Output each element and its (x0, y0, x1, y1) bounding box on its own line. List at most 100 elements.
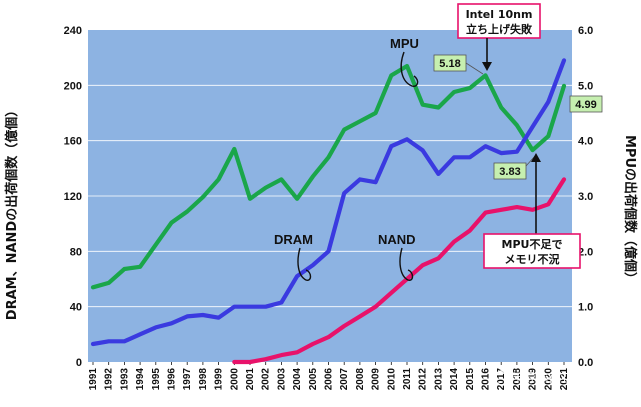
x-tick-label: 2004 (292, 368, 303, 391)
left-tick-label: 120 (64, 191, 82, 203)
x-tick-label: 1998 (198, 368, 209, 391)
x-tick-label: 2016 (481, 368, 492, 391)
intel-callout: Intel 10nm 立ち上げ失敗 (457, 3, 541, 71)
mpu-data-point (296, 198, 298, 200)
dram-data-point (139, 333, 141, 335)
x-tick-label: 2020 (543, 368, 554, 391)
mpu-data-point (265, 187, 267, 189)
x-tick-label: 2011 (402, 368, 413, 390)
left-tick-label: 80 (70, 246, 82, 258)
x-tick-label: 1995 (151, 368, 162, 391)
dram-series-label: DRAM (274, 232, 313, 247)
nand-data-point (547, 203, 549, 205)
mpu-data-point (92, 286, 94, 288)
dram-data-point (186, 315, 188, 317)
nand-data-point (422, 264, 424, 266)
shortage-callout-line1: MPU不足で (502, 238, 563, 251)
mpu-data-point (359, 120, 361, 122)
mpu-data-point (484, 74, 487, 76)
x-tick-label: 2019 (528, 368, 539, 391)
mpu-data-point (218, 178, 220, 180)
x-tick-label: 1993 (119, 368, 130, 391)
dram-data-point (108, 340, 110, 342)
left-axis-ticks: 0 40 80 120 160 200 240 (64, 25, 82, 369)
x-tick-label: 2007 (339, 368, 350, 391)
mpu-data-point (186, 210, 188, 213)
mpu-data-point (233, 148, 235, 150)
mpu-data-point (547, 135, 549, 137)
x-tick-label: 2021 (559, 368, 570, 391)
mpu-data-point (437, 106, 439, 109)
right-axis-ticks: 0.0 1.0 2.0 3.0 4.0 5.0 6.0 (578, 25, 593, 369)
nand-series-label-group: NAND (378, 232, 416, 281)
nand-data-point (532, 209, 534, 211)
nand-data-point (563, 178, 565, 180)
nand-data-point (265, 358, 267, 360)
dram-data-point (265, 306, 267, 308)
dram-data-point (170, 322, 173, 324)
nand-data-point (484, 212, 487, 214)
nand-data-point (296, 351, 298, 353)
dram-data-point (422, 149, 424, 151)
dram-data-point (375, 181, 377, 183)
dram-label-pointer (297, 247, 312, 281)
value-label-4-99: 4.99 (569, 95, 603, 113)
x-tick-label: 2010 (386, 368, 397, 391)
right-tick-label: 3.0 (578, 191, 593, 203)
mpu-data-point (343, 129, 345, 131)
mpu-series-label-group: MPU (390, 36, 419, 88)
mpu-series-label: MPU (390, 36, 419, 51)
left-tick-label: 240 (64, 25, 82, 37)
nand-data-point (375, 306, 377, 308)
nand-label-pointer (399, 247, 414, 281)
value-label-text: 5.18 (439, 58, 460, 70)
dram-data-point (390, 145, 392, 147)
dram-data-point (547, 101, 549, 103)
left-tick-label: 0 (76, 357, 82, 369)
nand-data-point (500, 209, 502, 211)
right-axis-label: MPUの出荷個数（億個） (622, 135, 638, 285)
x-tick-label: 2001 (245, 368, 256, 391)
nand-data-point (327, 336, 330, 338)
mpu-data-point (202, 196, 204, 198)
mpu-data-point (123, 268, 125, 270)
x-tick-label: 2013 (433, 368, 444, 391)
dram-data-point (359, 178, 361, 180)
nand-data-point (233, 361, 235, 363)
nand-data-point (280, 354, 282, 356)
dram-data-point (453, 156, 455, 158)
dram-data-point (280, 301, 282, 304)
nand-data-point (469, 230, 471, 232)
x-tick-label: 2002 (261, 368, 272, 391)
dram-series-label-group: DRAM (274, 232, 313, 281)
right-tick-label: 0.0 (578, 357, 593, 369)
series-layer (90, 58, 567, 365)
dram-data-point (312, 264, 314, 266)
dram-data-point (327, 250, 330, 252)
dram-data-point (500, 152, 502, 154)
dram-data-point (218, 317, 220, 319)
dram-data-point (233, 306, 235, 308)
dram-data-point (516, 151, 518, 153)
x-tick-label: 2012 (418, 368, 429, 391)
x-tick-label: 2014 (449, 368, 460, 391)
mpu-data-point (170, 222, 173, 224)
mpu-data-point (390, 74, 392, 76)
nand-data-point (359, 315, 361, 317)
x-tick-label: 1999 (214, 368, 225, 391)
nand-series-label: NAND (378, 232, 416, 247)
intel-callout-arrowhead (482, 62, 492, 71)
shortage-callout-box (483, 233, 581, 269)
dram-data-point (437, 173, 439, 175)
nand-data-point (453, 241, 455, 243)
mpu-data-point (406, 65, 408, 67)
left-tick-label: 160 (64, 136, 82, 148)
intel-callout-box (457, 3, 541, 39)
x-tick-label: 2018 (512, 368, 523, 391)
nand-series-line (232, 177, 567, 365)
dram-data-point (249, 306, 251, 308)
value-label-5-18: 5.18 (433, 54, 484, 75)
mpu-data-point (469, 87, 471, 89)
x-axis-ticks: 1991 1992 1993 1994 1995 1996 1997 1998 1999 2000… (88, 362, 570, 390)
